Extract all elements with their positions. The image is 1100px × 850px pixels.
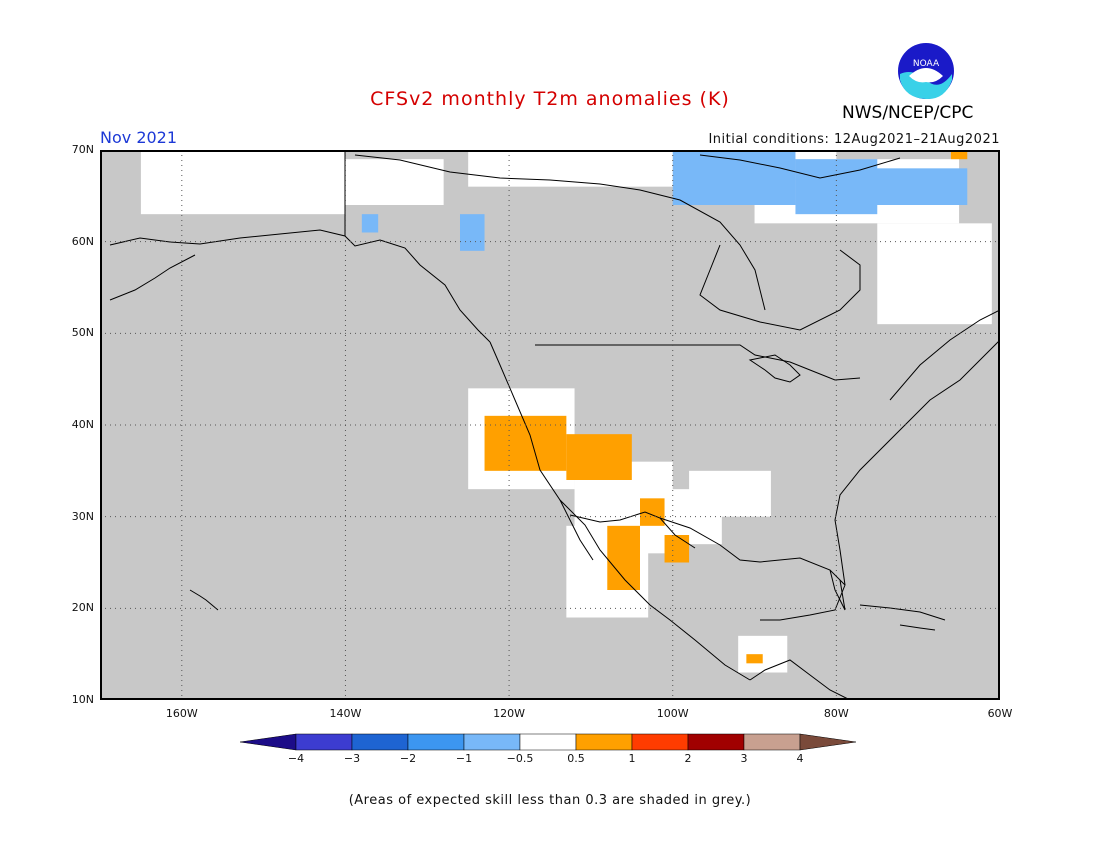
florida-coastline bbox=[829, 569, 846, 611]
colorbar-tick-label: −3 bbox=[343, 752, 361, 765]
hudson-bay-coastline bbox=[699, 244, 861, 331]
arctic-islands-coastline bbox=[699, 154, 901, 179]
nwt-cool bbox=[460, 214, 485, 251]
colorbar-box bbox=[351, 733, 409, 751]
latitude-tick-label: 70N bbox=[71, 143, 94, 156]
hawaii-islands bbox=[189, 589, 219, 611]
longitude-tick-label: 120W bbox=[493, 707, 526, 720]
coastline-layer bbox=[109, 150, 1000, 700]
us-mexico-border bbox=[569, 511, 696, 549]
noaa-logo: NOAA bbox=[896, 41, 956, 101]
baja-coastline bbox=[559, 499, 594, 561]
colorbar-box bbox=[463, 733, 521, 751]
us-canada-border bbox=[535, 344, 861, 381]
canada-arctic-coastline bbox=[354, 154, 766, 311]
colorbar-tick-label: 0.5 bbox=[567, 752, 585, 765]
gulf-coastline bbox=[659, 517, 846, 621]
greenland-edge-warm bbox=[950, 150, 968, 160]
colorbar-box bbox=[575, 733, 633, 751]
latitude-tick-label: 30N bbox=[71, 509, 94, 523]
colorbar-tick-label: −1 bbox=[455, 752, 473, 765]
quebec-neutral bbox=[877, 223, 992, 325]
colorbar-box bbox=[631, 733, 689, 751]
colorbar-tick-label: 2 bbox=[684, 752, 692, 765]
longitude-tick-label: 60W bbox=[987, 707, 1013, 720]
colorbar-tick-label: −2 bbox=[399, 752, 417, 765]
yukon-cool bbox=[361, 214, 379, 233]
arctic-islands-cool bbox=[672, 150, 796, 205]
latitude-tick-label: 40N bbox=[71, 418, 94, 431]
warm-anomaly-layer bbox=[484, 150, 968, 664]
colorbar-tick-label: 1 bbox=[628, 752, 636, 765]
guatemala-warm bbox=[746, 654, 763, 664]
yukon-neutral bbox=[345, 159, 444, 205]
gulf-coast-neutral bbox=[689, 470, 771, 517]
colorbar-low-triangle bbox=[240, 733, 297, 751]
forecast-period: Nov 2021 bbox=[100, 128, 178, 147]
latitude-tick-label: 60N bbox=[71, 234, 94, 248]
aleutian-coastline bbox=[109, 254, 196, 301]
four-corners-warm bbox=[566, 434, 632, 480]
longitude-tick-label: 80W bbox=[823, 707, 849, 720]
forecast-map bbox=[100, 150, 1000, 700]
initial-conditions: Initial conditions: 12Aug2021–21Aug2021 bbox=[708, 132, 1000, 147]
latitude-tick-label: 20N bbox=[71, 601, 94, 615]
colorbar-tick-label: −4 bbox=[287, 752, 305, 765]
longitude-tick-label: 160W bbox=[165, 707, 198, 720]
greenland-cool bbox=[852, 168, 968, 205]
cuba-coastline bbox=[859, 604, 946, 621]
colorbar-tick-label: 3 bbox=[740, 752, 748, 765]
colorbar-tick-label: 4 bbox=[796, 752, 804, 765]
noaa-logo-text: NOAA bbox=[913, 59, 940, 69]
alaska-north-neutral bbox=[140, 150, 346, 215]
labrador-coastline bbox=[889, 309, 1000, 401]
hispaniola-coastline bbox=[899, 624, 936, 631]
colorbar-box bbox=[687, 733, 745, 751]
colorbar-high-triangle bbox=[799, 733, 857, 751]
central-america-coastline bbox=[749, 659, 851, 700]
latitude-tick-label: 50N bbox=[71, 326, 94, 340]
latitude-tick-label: 10N bbox=[71, 693, 94, 706]
agency-label: NWS/NCEP/CPC bbox=[842, 103, 974, 123]
skill-footnote: (Areas of expected skill less than 0.3 a… bbox=[348, 793, 752, 808]
colorbar-tick-label: −0.5 bbox=[506, 752, 534, 765]
great-lakes-coastline bbox=[748, 354, 801, 383]
colorbar-box bbox=[407, 733, 465, 751]
colorbar-box bbox=[519, 733, 577, 751]
longitude-tick-label: 140W bbox=[329, 707, 362, 720]
colorbar bbox=[240, 733, 857, 751]
sierra-madre-warm bbox=[607, 525, 640, 590]
map-frame bbox=[100, 150, 1000, 700]
tamaulipas-warm bbox=[664, 535, 690, 563]
graticule-layer bbox=[100, 150, 1000, 700]
colorbar-box bbox=[743, 733, 801, 751]
longitude-tick-label: 100W bbox=[656, 707, 689, 720]
pacific-coastline bbox=[489, 341, 751, 681]
colorbar-box bbox=[295, 733, 353, 751]
alaska-coastline bbox=[109, 229, 491, 343]
chart-title: CFSv2 monthly T2m anomalies (K) bbox=[370, 88, 730, 110]
